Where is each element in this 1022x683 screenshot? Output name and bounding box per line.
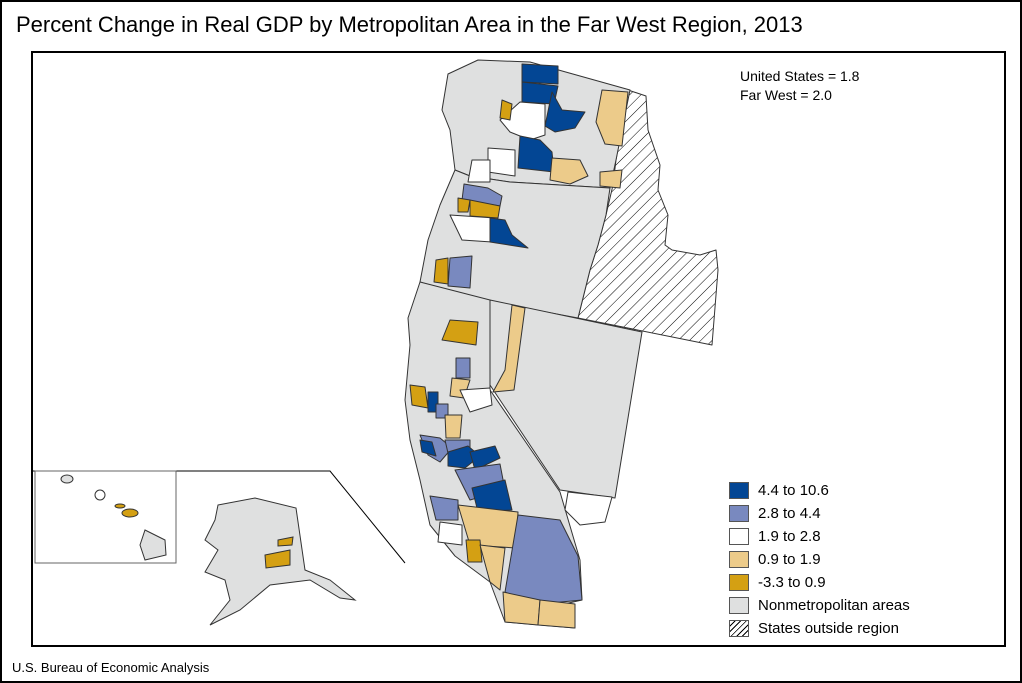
- legend-label: 4.4 to 10.6: [758, 482, 829, 499]
- metro-salem: [457, 197, 471, 213]
- legend: 4.4 to 10.6 2.8 to 4.4 1.9 to 2.8 0.9 to…: [729, 479, 910, 640]
- legend-label: -3.3 to 0.9: [758, 574, 826, 591]
- legend-label: 0.9 to 1.9: [758, 551, 821, 568]
- metro-stockton: [444, 414, 463, 439]
- metro-chico: [455, 357, 471, 379]
- hatch-swatch-icon: [729, 620, 749, 637]
- map-frame: [31, 51, 1006, 647]
- metro-oxnard: [465, 539, 483, 563]
- metro-sanjose: [419, 439, 437, 457]
- hawaii-oahu: [94, 489, 106, 501]
- legend-swatch: [729, 528, 749, 545]
- us-stat: United States = 1.8: [740, 68, 860, 84]
- metro-grants: [447, 255, 473, 289]
- legend-item: 2.8 to 4.4: [729, 502, 910, 525]
- metro-longview: [487, 147, 516, 177]
- metro-albany: [469, 199, 501, 219]
- metro-sacramento: [459, 387, 493, 413]
- metro-imperial: [537, 599, 576, 629]
- metro-tacoma: [499, 99, 513, 121]
- metro-olympia: [467, 159, 491, 183]
- metro-salinas: [429, 495, 459, 521]
- legend-item: -3.3 to 0.9: [729, 571, 910, 594]
- legend-swatch: [729, 597, 749, 614]
- metro-visalia: [471, 479, 513, 513]
- hawaii-big-island: [139, 529, 167, 561]
- legend-item: 0.9 to 1.9: [729, 548, 910, 571]
- metro-las-vegas: [564, 491, 613, 526]
- legend-label: 1.9 to 2.8: [758, 528, 821, 545]
- metro-slo: [437, 521, 463, 546]
- metro-la: [479, 544, 506, 591]
- legend-label: States outside region: [758, 620, 899, 637]
- legend-item: States outside region: [729, 617, 910, 640]
- legend-item: Nonmetropolitan areas: [729, 594, 910, 617]
- metro-kennewick: [599, 169, 623, 189]
- source-credit: U.S. Bureau of Economic Analysis: [12, 660, 210, 675]
- metro-anchorage: [264, 549, 291, 569]
- map-title: Percent Change in Real GDP by Metropolit…: [16, 12, 803, 37]
- metro-fairbanks: [277, 536, 294, 547]
- legend-item: 1.9 to 2.8: [729, 525, 910, 548]
- metro-walla: [595, 89, 629, 147]
- metro-medford: [433, 257, 449, 285]
- legend-item: 4.4 to 10.6: [729, 479, 910, 502]
- hawaii-molokai: [114, 503, 126, 509]
- hawaii-kauai: [60, 474, 74, 484]
- legend-swatch: [729, 551, 749, 568]
- metro-tricities: [549, 157, 589, 185]
- metro-fresno-n: [469, 445, 501, 471]
- hawaii-maui: [121, 508, 139, 518]
- far-west-stat: Far West = 2.0: [740, 87, 832, 103]
- legend-label: 2.8 to 4.4: [758, 505, 821, 522]
- legend-swatch: [729, 482, 749, 499]
- metro-bend: [489, 217, 529, 249]
- metro-reno: [492, 304, 526, 393]
- metro-santa-rosa: [409, 384, 429, 409]
- legend-swatch: [729, 574, 749, 591]
- legend-swatch: [729, 505, 749, 522]
- summary-stats: United States = 1.8 Far West = 2.0: [740, 67, 859, 105]
- metro-bellingham: [521, 63, 559, 85]
- metro-redding: [441, 319, 479, 346]
- legend-label: Nonmetropolitan areas: [758, 597, 910, 614]
